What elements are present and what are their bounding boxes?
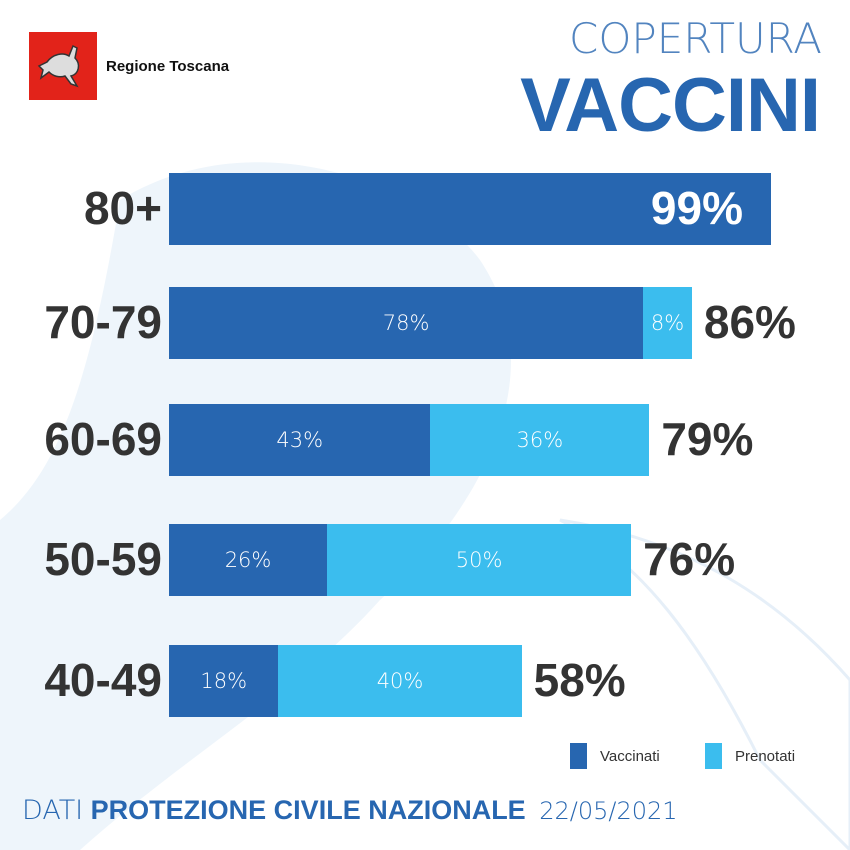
category-label: 80+ [83, 182, 162, 234]
segment-label: 43% [276, 428, 324, 452]
segment-label: 50% [455, 548, 503, 572]
segment-label: 36% [516, 428, 564, 452]
category-label: 40-49 [44, 654, 162, 706]
brand-name: Regione Toscana [106, 58, 230, 75]
bar-segment-vaccinati [169, 173, 771, 245]
legend-swatch [705, 743, 722, 769]
legend-swatch [570, 743, 587, 769]
category-label: 50-59 [44, 533, 162, 585]
stacked-bar: 78% 8% [169, 287, 692, 359]
segment-label: 26% [224, 548, 272, 572]
stacked-bar: 18% 40% [169, 645, 522, 717]
segment-label: 8% [650, 311, 685, 335]
segment-label: 40% [376, 669, 424, 693]
segment-label: 18% [200, 669, 248, 693]
category-label: 60-69 [44, 413, 162, 465]
bar-segment-prenotati: 8% [643, 287, 692, 359]
category-label: 70-79 [44, 296, 162, 348]
total-label: 58% [533, 654, 626, 706]
total-label: 76% [643, 533, 736, 585]
bar-segment-vaccinati: 18% [169, 645, 279, 717]
bar-segment-prenotati: 50% [327, 524, 632, 596]
regione-toscana-logo [29, 32, 97, 100]
segment-label: 78% [382, 311, 430, 335]
pegasus-icon [37, 44, 80, 88]
bar-segment-prenotati: 40% [278, 645, 522, 717]
bar-segment-vaccinati: 43% [169, 404, 431, 476]
bar-row: 40-49 18% 40% 58% [0, 645, 850, 717]
bar-row: 50-59 26% 50% 76% [0, 524, 850, 596]
title-line2: VACCINI [520, 63, 821, 148]
stacked-bar: 43% 36% [169, 404, 650, 476]
legend-label: Prenotati [735, 747, 796, 765]
footer-date: 22/05/2021 [539, 797, 678, 825]
bar-row: 70-79 78% 8% 86% [0, 287, 850, 359]
legend-label: Vaccinati [600, 747, 660, 765]
total-label: 99% [650, 182, 743, 234]
bar-row: 80+ 99% [0, 173, 850, 245]
total-label: 86% [703, 296, 796, 348]
bar-segment-vaccinati: 78% [169, 287, 644, 359]
bar-row: 60-69 43% 36% 79% [0, 404, 850, 476]
stacked-bar: 26% 50% [169, 524, 632, 596]
bar-segment-vaccinati: 26% [169, 524, 328, 596]
footer-prefix: DATI [22, 795, 84, 826]
title-line1: COPERTURA [569, 14, 822, 63]
legend-item-vaccinati: Vaccinati [570, 743, 660, 769]
bar-segment-prenotati: 36% [430, 404, 650, 476]
total-label: 79% [661, 413, 754, 465]
footer-source: DATI PROTEZIONE CIVILE NAZIONALE 22/05/2… [22, 795, 678, 826]
stacked-bar [169, 173, 771, 245]
footer-source-name: PROTEZIONE CIVILE NAZIONALE [90, 795, 526, 825]
legend-item-prenotati: Prenotati [705, 743, 795, 769]
